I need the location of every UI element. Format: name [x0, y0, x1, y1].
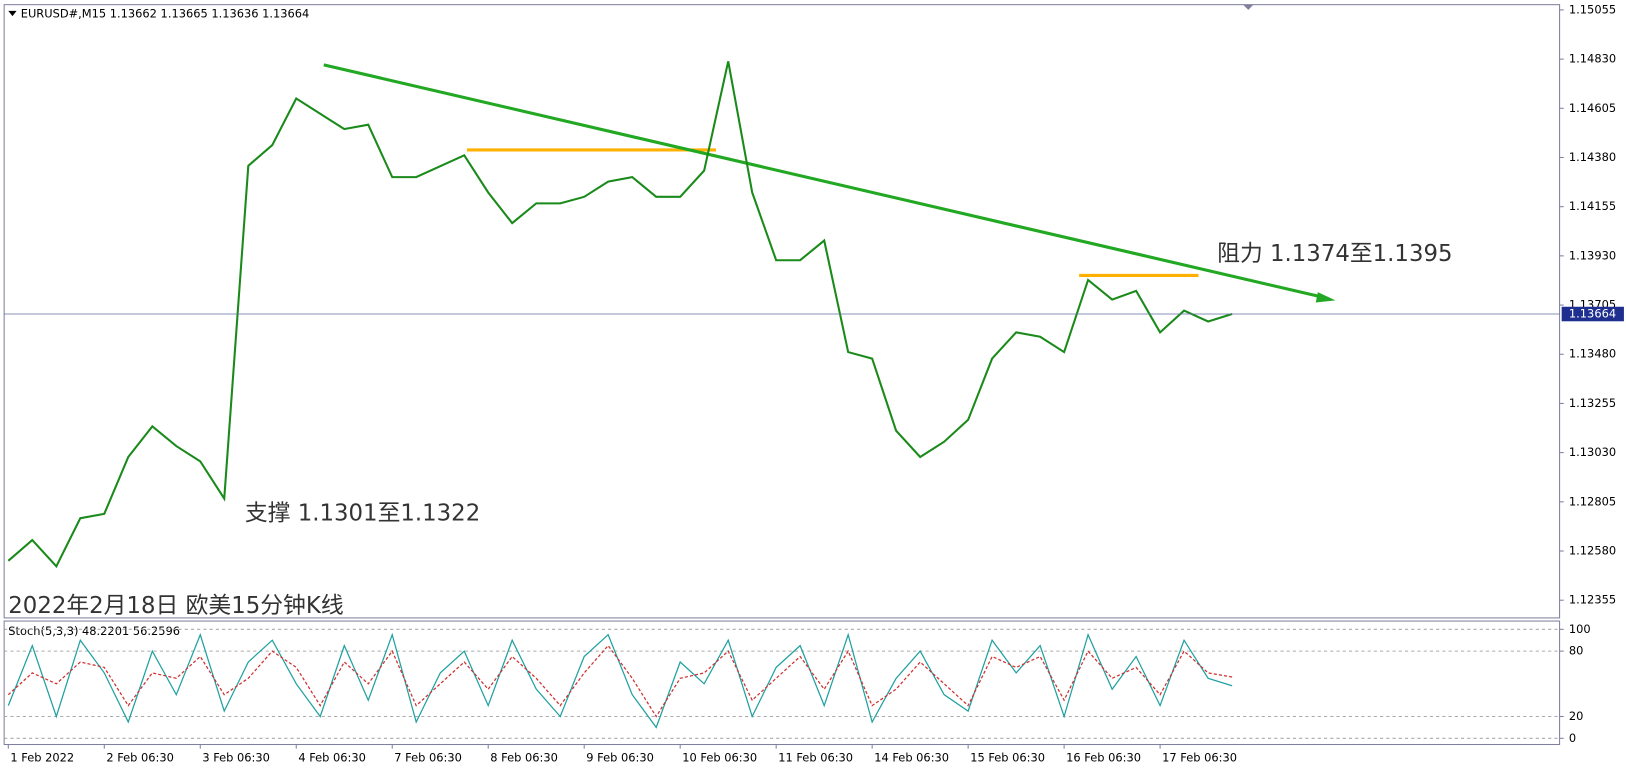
stoch-title: Stoch(5,3,3) 48.2201 56.2596 — [8, 624, 180, 638]
stoch-panel — [3, 620, 1561, 746]
y-tick-label: 1.13255 — [1569, 396, 1616, 410]
x-tick-label: 8 Feb 06:30 — [490, 750, 558, 764]
shift-marker — [1243, 4, 1254, 10]
x-tick-label: 11 Feb 06:30 — [778, 750, 853, 764]
x-tick-label: 1 Feb 2022 — [10, 750, 74, 764]
x-tick-label: 15 Feb 06:30 — [970, 750, 1045, 764]
x-tick-label: 14 Feb 06:30 — [874, 750, 949, 764]
x-tick-label: 2 Feb 06:30 — [106, 750, 174, 764]
y-tick-label: 80 — [1569, 644, 1584, 658]
x-tick-label: 16 Feb 06:30 — [1066, 750, 1141, 764]
annotation: 阻力 1.1374至1.1395 — [1217, 241, 1452, 267]
annotation: 2022年2月18日 欧美15分钟K线 — [8, 593, 343, 619]
series-line — [7, 644, 1233, 718]
main-panel — [3, 4, 1561, 619]
x-tick-label: 10 Feb 06:30 — [682, 750, 757, 764]
y-tick-label: 1.12355 — [1569, 593, 1616, 607]
y-tick-label: 1.14380 — [1569, 150, 1616, 164]
last-price-label: 1.13664 — [1569, 307, 1616, 321]
trend-arrow — [1315, 292, 1336, 303]
annotation: 支撑 1.1301至1.1322 — [245, 501, 480, 527]
series-line — [7, 632, 1233, 729]
y-tick-label: 0 — [1569, 731, 1576, 745]
y-tick-label: 1.13930 — [1569, 248, 1616, 262]
x-tick-label: 9 Feb 06:30 — [586, 750, 654, 764]
last-price-box — [1561, 306, 1624, 322]
x-tick-label: 17 Feb 06:30 — [1162, 750, 1237, 764]
y-tick-label: 1.12805 — [1569, 494, 1616, 508]
menu-icon[interactable] — [8, 10, 17, 17]
trend-line — [323, 63, 1324, 299]
y-tick-label: 1.14605 — [1569, 101, 1616, 115]
chart-title: EURUSD#,M15 1.13662 1.13665 1.13636 1.13… — [21, 7, 310, 21]
y-tick-label: 1.12580 — [1569, 544, 1616, 558]
y-tick-label: 1.14830 — [1569, 52, 1616, 66]
y-tick-label: 20 — [1569, 709, 1584, 723]
y-tick-label: 1.15055 — [1569, 2, 1616, 16]
y-tick-label: 100 — [1569, 622, 1591, 636]
x-tick-label: 3 Feb 06:30 — [202, 750, 270, 764]
x-tick-label: 7 Feb 06:30 — [394, 750, 462, 764]
x-tick-label: 4 Feb 06:30 — [298, 750, 366, 764]
y-tick-label: 1.13030 — [1569, 445, 1616, 459]
series-line — [7, 61, 1233, 569]
y-tick-label: 1.14155 — [1569, 199, 1616, 213]
y-tick-label: 1.13480 — [1569, 347, 1616, 361]
